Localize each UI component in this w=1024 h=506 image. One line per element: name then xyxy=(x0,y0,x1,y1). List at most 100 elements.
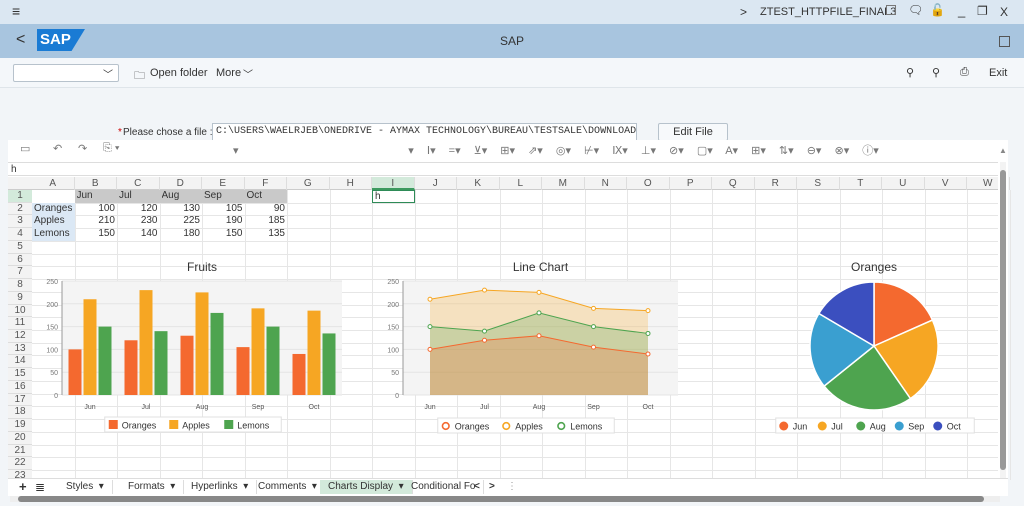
value-cell[interactable]: 130 xyxy=(183,202,200,214)
row-label-cell[interactable]: Apples xyxy=(32,215,75,229)
column-header-Q[interactable]: Q xyxy=(712,177,755,190)
layout-icon[interactable] xyxy=(886,5,896,15)
bar-lemons[interactable] xyxy=(210,312,224,395)
bar-oranges[interactable] xyxy=(124,340,138,395)
value-cell[interactable]: 90 xyxy=(273,202,285,214)
bar-apples[interactable] xyxy=(139,290,153,395)
formula-bar[interactable]: h xyxy=(8,162,998,176)
bar-oranges[interactable] xyxy=(180,335,194,395)
scroll-up-icon[interactable]: ▲ xyxy=(999,146,1007,155)
line-point[interactable] xyxy=(482,337,487,343)
value-cell[interactable]: 120 xyxy=(140,202,158,214)
column-header-T[interactable]: T xyxy=(840,177,882,190)
line-point[interactable] xyxy=(536,333,542,339)
row-header-10[interactable]: 10 xyxy=(8,304,32,318)
add-sheet-button[interactable]: + xyxy=(19,479,27,494)
line-point[interactable] xyxy=(591,305,596,311)
line-chart-legend-label[interactable]: Lemons xyxy=(570,422,603,432)
table-header-cell[interactable]: Sep xyxy=(204,190,222,201)
value-cell[interactable]: 140 xyxy=(140,228,158,240)
selected-cell[interactable]: h xyxy=(372,190,415,203)
tab-sheet[interactable]: Hyperlinks ▾ xyxy=(183,480,258,494)
command-dropdown[interactable]: ﹀ xyxy=(13,64,119,82)
column-header-F[interactable]: F xyxy=(245,177,287,190)
back-button[interactable]: < xyxy=(16,31,26,48)
tab-prev-icon[interactable]: < xyxy=(474,481,480,492)
tab-sheet[interactable]: Comments ▾ xyxy=(250,480,326,494)
column-header-V[interactable]: V xyxy=(925,177,967,190)
column-header-M[interactable]: M xyxy=(542,177,585,190)
pie-chart-legend-label[interactable]: Jul xyxy=(831,422,843,432)
open-folder-button[interactable]: Open folder xyxy=(150,67,208,79)
pie-slice-sep[interactable] xyxy=(809,312,876,388)
value-cell[interactable]: 135 xyxy=(268,228,285,240)
line-point[interactable] xyxy=(427,324,433,330)
print-icon[interactable]: ⎙ xyxy=(960,66,969,78)
row-header-8[interactable]: 8 xyxy=(8,279,32,292)
row-header-3[interactable]: 3 xyxy=(8,215,32,229)
pie-slice-oct[interactable] xyxy=(817,281,875,348)
row-header-5[interactable]: 5 xyxy=(8,240,32,254)
bar-oranges[interactable] xyxy=(236,347,250,395)
edit-file-button[interactable]: Edit File xyxy=(658,123,728,141)
exit-button[interactable]: Exit xyxy=(989,67,1008,79)
bar-apples[interactable] xyxy=(83,299,97,395)
hamburger-icon[interactable]: ≡ xyxy=(12,3,21,19)
value-cell[interactable]: 105 xyxy=(225,202,243,214)
column-header-A[interactable]: A xyxy=(32,177,75,190)
line-point[interactable] xyxy=(427,296,433,302)
column-header-J[interactable]: J xyxy=(415,177,457,190)
line-chart-legend-label[interactable]: Apples xyxy=(515,422,543,432)
tab-sheet[interactable]: Charts Display ▾ xyxy=(320,480,413,494)
column-header-E[interactable]: E xyxy=(202,177,245,190)
column-header-H[interactable]: H xyxy=(330,177,372,190)
pie-chart-legend-label[interactable]: Sep xyxy=(908,422,924,432)
table-header-cell[interactable]: Jun xyxy=(76,190,93,201)
search-icon[interactable]: ⚲ xyxy=(906,67,915,79)
chevron-right-icon[interactable]: > xyxy=(740,5,748,19)
table-header-cell[interactable]: Aug xyxy=(161,190,180,201)
value-cell[interactable]: 100 xyxy=(98,202,115,214)
pie-chart-legend-label[interactable]: Oct xyxy=(947,422,962,432)
row-header-15[interactable]: 15 xyxy=(8,368,32,381)
bar-oranges[interactable] xyxy=(68,349,82,395)
column-header-K[interactable]: K xyxy=(457,177,500,190)
bar-lemons[interactable] xyxy=(266,326,280,395)
lock-icon[interactable]: 🔓 xyxy=(930,3,945,17)
column-header-O[interactable]: O xyxy=(627,177,670,190)
row-header-13[interactable]: 13 xyxy=(8,342,32,356)
column-header-P[interactable]: P xyxy=(670,177,712,190)
tab-next-icon[interactable]: > xyxy=(489,481,495,492)
column-header-I[interactable]: I xyxy=(372,177,415,190)
column-header-D[interactable]: D xyxy=(160,177,202,190)
download-icon[interactable] xyxy=(999,36,1010,47)
row-header-22[interactable]: 22 xyxy=(8,457,32,471)
value-cell[interactable]: 225 xyxy=(183,215,200,227)
tab-sheet[interactable]: Styles ▾ xyxy=(58,480,113,494)
line-point[interactable] xyxy=(645,351,651,357)
line-point[interactable] xyxy=(645,308,651,314)
line-point[interactable] xyxy=(591,344,596,350)
line-point[interactable] xyxy=(482,287,487,293)
bar-lemons[interactable] xyxy=(322,333,336,395)
bar-chart-legend-label[interactable]: Lemons xyxy=(237,421,270,431)
row-header-16[interactable]: 16 xyxy=(8,380,32,394)
line-point[interactable] xyxy=(591,324,596,330)
restore-button[interactable]: ❐ xyxy=(977,4,988,18)
more-button[interactable]: More xyxy=(216,67,242,79)
row-header-18[interactable]: 18 xyxy=(8,406,32,420)
bar-lemons[interactable] xyxy=(98,326,112,395)
pie-slice-jun[interactable] xyxy=(873,281,934,348)
value-cell[interactable]: 210 xyxy=(98,215,115,227)
row-header-1[interactable]: 1 xyxy=(8,190,32,203)
column-header-G[interactable]: G xyxy=(287,177,330,190)
row-header-4[interactable]: 4 xyxy=(8,228,32,241)
row-header-20[interactable]: 20 xyxy=(8,431,32,445)
spreadsheet-toolbar[interactable]: ▭ ↶ ↷ ⎘ ▾ ▾ ▾ Ⅰ▾ =▾ ⊻▾ ⊞▾ ⇗▾ ◎▾ ⊬▾ Ⅸ▾ ⊥▾ ⊘▾… xyxy=(8,140,998,160)
row-header-7[interactable]: 7 xyxy=(8,266,32,280)
vertical-scrollbar[interactable] xyxy=(1000,162,1006,480)
bar-chart-legend-label[interactable]: Oranges xyxy=(122,421,157,431)
line-point[interactable] xyxy=(536,289,542,295)
column-header-W[interactable]: W xyxy=(967,177,1010,190)
value-cell[interactable]: 230 xyxy=(140,215,158,227)
